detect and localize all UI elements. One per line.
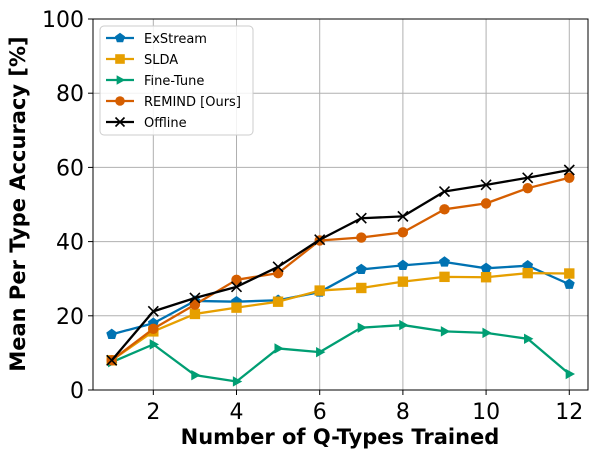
x-tick-label: 6 xyxy=(313,400,327,425)
data-point-remind-ours xyxy=(522,182,533,194)
legend-marker xyxy=(116,75,126,85)
series-fine-tune xyxy=(108,319,576,387)
data-point-offline xyxy=(563,164,575,176)
data-point-offline xyxy=(522,172,534,184)
data-point-fine-tune xyxy=(191,369,201,381)
data-point-slda xyxy=(480,272,492,283)
series-slda xyxy=(106,267,575,366)
data-point-remind-ours xyxy=(564,172,575,183)
data-point-offline xyxy=(106,354,118,366)
data-point-remind-ours xyxy=(356,232,367,243)
y-tick-label: 100 xyxy=(42,8,84,33)
axis-ticks: 2 4 6 8 10 12 0 20 40 60 80 100 xyxy=(42,8,583,425)
data-point-fine-tune xyxy=(440,326,451,337)
data-point-fine-tune xyxy=(399,319,409,331)
data-point-offline xyxy=(355,212,367,224)
series-exstream xyxy=(106,256,575,339)
legend-item-exstream: ExStream xyxy=(106,32,207,47)
data-point-offline xyxy=(397,210,409,222)
y-tick-label: 40 xyxy=(56,231,84,256)
y-axis-label: Mean Per Type Accuracy [%] xyxy=(6,36,30,371)
x-tick-label: 4 xyxy=(230,400,244,425)
data-point-exstream xyxy=(439,256,450,267)
series-layer xyxy=(106,164,576,387)
legend-label: REMIND [Ours] xyxy=(144,95,241,110)
data-point-slda xyxy=(314,285,325,296)
data-point-exstream xyxy=(480,262,492,273)
data-point-remind-ours xyxy=(397,227,409,238)
data-point-exstream xyxy=(355,263,367,275)
data-point-remind-ours xyxy=(189,299,201,310)
series-line-exstream xyxy=(111,260,570,336)
legend-label: Offline xyxy=(144,116,187,131)
legend: ExStream SLDA Fine-Tune REMIND [Ours] Offlin… xyxy=(99,25,254,136)
data-point-offline xyxy=(230,281,243,293)
x-axis-label: Number of Q-Types Trained xyxy=(181,425,500,449)
data-point-exstream xyxy=(106,328,118,339)
data-point-slda xyxy=(231,302,242,313)
x-tick-label: 8 xyxy=(396,400,410,425)
legend-item-slda: SLDA xyxy=(106,53,178,68)
y-tick-label: 20 xyxy=(56,305,84,330)
data-point-offline xyxy=(438,185,451,198)
data-point-offline xyxy=(189,292,201,304)
data-point-offline xyxy=(272,261,284,273)
x-tick-label: 12 xyxy=(555,400,583,425)
data-point-remind-ours xyxy=(231,274,242,286)
data-point-slda xyxy=(356,282,367,294)
legend-marker xyxy=(114,116,126,128)
legend-label: ExStream xyxy=(144,32,207,47)
legend-item-remind-ours: REMIND [Ours] xyxy=(106,95,241,110)
data-point-remind-ours xyxy=(480,198,492,209)
data-point-remind-ours xyxy=(439,204,450,215)
y-tick-label: 0 xyxy=(70,379,84,404)
series-line-remind-ours xyxy=(111,176,570,362)
legend-marker xyxy=(115,54,125,64)
series-line-fine-tune xyxy=(111,323,571,383)
data-point-slda xyxy=(397,276,409,287)
data-point-remind-ours xyxy=(148,323,159,334)
legend-item-fine-tune: Fine-Tune xyxy=(106,74,204,89)
data-point-exstream xyxy=(397,259,409,270)
data-point-slda xyxy=(439,271,450,283)
y-tick-label: 80 xyxy=(56,82,84,107)
data-point-fine-tune xyxy=(274,343,284,354)
series-offline xyxy=(106,164,575,366)
x-tick-label: 10 xyxy=(472,400,500,425)
x-tick-label: 2 xyxy=(146,400,160,425)
data-point-fine-tune xyxy=(357,322,368,333)
data-point-fine-tune xyxy=(524,333,534,345)
data-point-fine-tune xyxy=(232,376,243,387)
y-tick-label: 60 xyxy=(56,156,84,181)
data-point-offline xyxy=(480,179,492,191)
data-point-fine-tune xyxy=(149,339,160,350)
plot-frame xyxy=(92,18,589,391)
legend-marker xyxy=(115,96,125,106)
data-point-slda xyxy=(522,267,533,279)
series-line-offline xyxy=(110,168,570,362)
data-point-fine-tune xyxy=(565,368,576,380)
legend-marker xyxy=(114,32,126,43)
legend-label: SLDA xyxy=(144,53,178,68)
data-point-fine-tune xyxy=(482,327,492,339)
legend-box xyxy=(99,25,254,136)
data-point-offline xyxy=(314,234,326,246)
data-point-fine-tune xyxy=(316,346,326,358)
data-point-slda xyxy=(564,268,575,279)
data-point-offline xyxy=(147,305,159,317)
legend-label: Fine-Tune xyxy=(144,74,204,89)
data-point-exstream xyxy=(563,278,575,289)
data-point-slda xyxy=(189,308,201,320)
data-point-slda xyxy=(272,296,284,307)
data-point-exstream xyxy=(522,259,534,271)
series-line-slda xyxy=(111,271,570,362)
legend-item-offline: Offline xyxy=(106,116,187,131)
